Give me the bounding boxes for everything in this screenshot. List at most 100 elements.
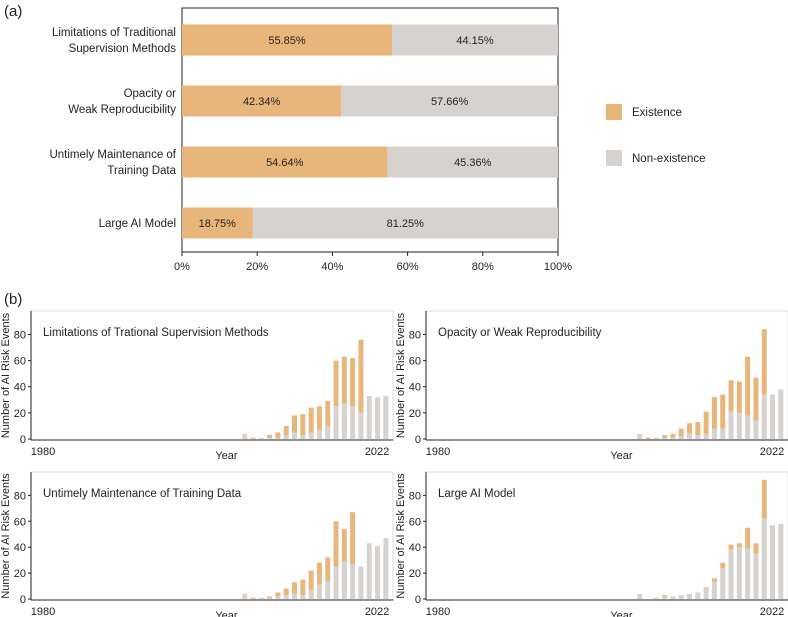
bar-data-label: 81.25% <box>387 218 425 230</box>
bar-non-existence <box>283 595 289 599</box>
x-tick-label: 1980 <box>426 606 450 617</box>
x-tick-label: 80% <box>472 261 494 273</box>
bar-non-existence <box>258 437 264 439</box>
bar-non-existence <box>703 433 709 439</box>
bar-existence <box>300 414 306 436</box>
bar-existence <box>182 24 392 56</box>
bar-existence <box>325 557 331 581</box>
bar-non-existence <box>745 415 751 439</box>
bar-non-existence <box>308 432 314 439</box>
y-tick-label: 40 <box>409 542 421 554</box>
bar-existence <box>687 423 693 434</box>
y-tick-label: 0 <box>20 434 26 446</box>
bar-existence <box>316 406 322 430</box>
bar-existence <box>341 529 347 562</box>
bar-existence <box>325 401 331 426</box>
legend-swatch-non-existence <box>606 150 622 166</box>
bar-existence <box>316 562 322 585</box>
bar-existence <box>182 146 388 178</box>
y-tick-label: 20 <box>14 408 26 420</box>
bar-existence <box>720 394 726 429</box>
bar-existence <box>662 595 668 597</box>
bar-non-existence <box>350 406 356 439</box>
y-tick-label: 40 <box>14 542 26 554</box>
bar-existence <box>308 570 314 590</box>
bar-non-existence <box>267 437 273 439</box>
category-label: Large AI Model <box>99 218 176 230</box>
x-tick-label: 1980 <box>426 446 450 458</box>
x-axis-label: Year <box>610 610 633 617</box>
y-tick-label: 40 <box>14 382 26 394</box>
bar-existence <box>711 397 717 429</box>
bar-non-existence <box>366 395 372 439</box>
y-tick-label: 20 <box>409 408 421 420</box>
legend-swatch-existence <box>606 104 622 120</box>
bar-non-existence <box>753 420 759 439</box>
bar-existence <box>250 437 256 439</box>
y-tick-label: 40 <box>409 382 421 394</box>
bar-non-existence <box>678 436 684 439</box>
y-tick-label: 80 <box>14 329 26 341</box>
bar-non-existence <box>703 588 709 599</box>
y-tick-label: 60 <box>14 356 26 368</box>
bar-non-existence <box>333 566 339 599</box>
bar-non-existence <box>300 595 306 599</box>
bar-non-existence <box>333 406 339 439</box>
legend-label-non-existence: Non-existence <box>632 153 706 165</box>
bar-existence <box>645 437 651 439</box>
bar-non-existence <box>753 553 759 599</box>
bar-data-label: 54.64% <box>266 157 304 169</box>
bar-non-existence <box>341 561 347 599</box>
bar-existence <box>720 562 726 568</box>
bar-data-label: 18.75% <box>199 218 237 230</box>
bar-non-existence <box>670 437 676 439</box>
bar-non-existence <box>637 593 643 599</box>
category-label: Training Data <box>107 165 176 177</box>
bar-existence <box>292 415 298 433</box>
bar-non-existence <box>387 146 558 178</box>
chart-title: Large AI Model <box>438 488 515 500</box>
bar-existence <box>736 381 742 413</box>
x-tick-label: 20% <box>246 261 268 273</box>
bar-existence <box>283 425 289 436</box>
bar-non-existence <box>358 412 364 439</box>
y-tick-label: 80 <box>409 329 421 341</box>
y-tick-label: 0 <box>415 594 421 606</box>
bar-data-label: 44.15% <box>456 35 494 47</box>
y-axis-label: Number of AI Risk Events <box>395 473 407 599</box>
bar-existence <box>267 435 273 438</box>
bar-non-existence <box>292 432 298 439</box>
bar-non-existence <box>662 596 668 599</box>
bar-non-existence <box>745 548 751 599</box>
x-tick-label: 60% <box>397 261 419 273</box>
y-tick-label: 0 <box>20 594 26 606</box>
y-tick-label: 20 <box>409 568 421 580</box>
bar-non-existence <box>316 429 322 439</box>
stacked-percentage-chart: 55.85% 44.15% Limitations of Traditional Su… <box>49 7 706 273</box>
bar-non-existence <box>325 425 331 439</box>
x-tick-label: 40% <box>321 261 343 273</box>
bar-existence <box>341 356 347 404</box>
y-axis-label: Number of AI Risk Events <box>0 312 12 438</box>
bar-non-existence <box>383 395 389 439</box>
bar-existence <box>728 380 734 412</box>
bar-existence <box>703 587 709 589</box>
y-tick-label: 80 <box>14 490 26 502</box>
bar-non-existence <box>283 435 289 439</box>
bar-non-existence <box>325 580 331 599</box>
bar-existence <box>292 582 298 594</box>
bar-non-existence <box>252 207 558 239</box>
bar-non-existence <box>242 593 248 599</box>
bar-non-existence <box>761 518 767 599</box>
bar-non-existence <box>670 596 676 599</box>
chart-title: Limitations of Trational Supervision Met… <box>43 327 269 339</box>
bar-non-existence <box>728 411 734 439</box>
bar-existence <box>703 411 709 434</box>
bar-non-existence <box>267 597 273 599</box>
bar-existence <box>250 597 256 599</box>
bar-existence <box>275 432 281 438</box>
bar-existence <box>283 588 289 596</box>
bar-existence <box>333 360 339 407</box>
bar-non-existence <box>770 394 776 439</box>
